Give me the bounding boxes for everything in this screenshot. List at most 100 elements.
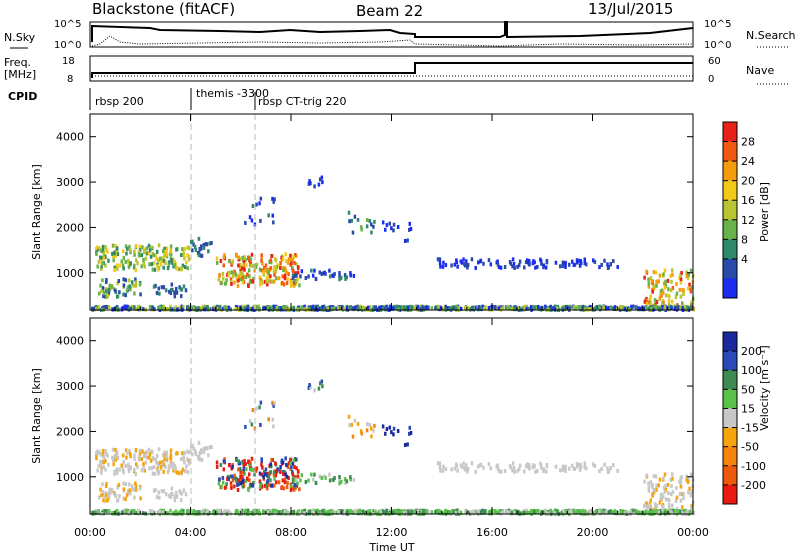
heatmap-cell [268, 510, 272, 515]
heatmap-cell [111, 243, 115, 248]
heatmap-cell [210, 240, 213, 245]
heatmap-cell [283, 470, 287, 475]
heatmap-cell [667, 511, 671, 516]
heatmap-cell [275, 510, 278, 515]
heatmap-cell [193, 244, 197, 249]
heatmap-cell [161, 258, 165, 263]
heatmap-cell [173, 463, 176, 468]
heatmap-cell [338, 271, 341, 276]
nsky-line [91, 21, 694, 42]
freq-line [91, 62, 693, 78]
heatmap-cell [206, 508, 209, 513]
heatmap-cell [644, 509, 648, 514]
heatmap-cell [422, 306, 425, 311]
heatmap-cell [533, 509, 536, 514]
heatmap-cell [128, 247, 132, 252]
heatmap-cell [113, 265, 116, 270]
heatmap-cell [446, 510, 449, 515]
heatmap-cell [464, 259, 468, 264]
heatmap-cell [307, 181, 311, 186]
heatmap-cell [657, 510, 661, 515]
heatmap-cell [667, 293, 670, 298]
heatmap-cell [106, 497, 110, 502]
heatmap-cell [637, 306, 641, 311]
heatmap-cell [425, 509, 428, 514]
heatmap-cell [373, 219, 376, 224]
heatmap-cell [563, 306, 566, 311]
heatmap-cell [313, 268, 316, 273]
heatmap-cell [217, 481, 221, 486]
heatmap-cell [663, 489, 667, 494]
heatmap-cell [263, 265, 266, 270]
heatmap-cell [522, 510, 526, 515]
heatmap-cell [115, 263, 119, 268]
heatmap-cell [397, 307, 401, 312]
heatmap-cell [248, 484, 252, 489]
heatmap-cell [178, 510, 181, 515]
heatmap-cell [126, 304, 130, 309]
heatmap-cell [244, 257, 247, 262]
heatmap-cell [338, 481, 341, 486]
heatmap-cell [320, 175, 324, 180]
heatmap-cell [658, 296, 662, 301]
heatmap-cell [489, 511, 492, 516]
heatmap-cell [667, 299, 671, 304]
heatmap-cell [513, 511, 516, 516]
x-tick-label: 00:00 [677, 526, 709, 539]
heatmap-cell [104, 483, 108, 488]
heatmap-cell [553, 307, 557, 312]
heatmap-cell [258, 405, 261, 410]
heatmap-cell [295, 279, 298, 284]
heatmap-cell [311, 477, 315, 482]
heatmap-cell [647, 306, 651, 311]
heatmap-cell [139, 496, 142, 501]
heatmap-cell [328, 274, 332, 279]
heatmap-cell [263, 483, 267, 488]
heatmap-cell [658, 477, 662, 482]
heatmap-cell [177, 267, 181, 272]
heatmap-cell [484, 305, 487, 310]
heatmap-cell [549, 508, 553, 513]
heatmap-cell [104, 493, 108, 498]
heatmap-cell [97, 259, 101, 264]
heatmap-cell [125, 455, 128, 460]
heatmap-cell [598, 509, 601, 514]
heatmap-cell [127, 307, 131, 312]
heatmap-cell [414, 304, 418, 309]
heatmap-cell [134, 447, 138, 452]
heatmap-cell [365, 428, 369, 433]
heatmap-cell [321, 384, 324, 389]
heatmap-cell [289, 254, 292, 259]
heatmap-cell [643, 503, 647, 508]
heatmap-cell [685, 274, 689, 279]
heatmap-cell [403, 239, 407, 244]
heatmap-cell [662, 476, 665, 481]
heatmap-cell [588, 508, 592, 513]
heatmap-cell [263, 279, 267, 284]
heatmap-cell [313, 472, 316, 477]
heatmap-cell [269, 462, 272, 467]
heatmap-cell [107, 491, 110, 496]
heatmap-cell [153, 307, 156, 312]
heatmap-cell [549, 304, 553, 309]
heatmap-cell [274, 276, 278, 281]
heatmap-cell [675, 282, 678, 287]
heatmap-cell [353, 418, 357, 423]
heatmap-cell [452, 510, 455, 515]
heatmap-cell [282, 265, 285, 270]
heatmap-cell [413, 305, 416, 310]
heatmap-cell [166, 307, 169, 312]
heatmap-cell [314, 276, 318, 281]
heatmap-cell [385, 223, 389, 228]
heatmap-cell [259, 422, 262, 427]
heatmap-cell [270, 279, 274, 284]
y-tick-label: 3000 [56, 176, 84, 189]
heatmap-cell [497, 265, 501, 270]
heatmap-cell [307, 385, 311, 390]
colorbar-swatch [723, 219, 737, 240]
heatmap-cell [662, 281, 666, 286]
heatmap-cell [272, 472, 276, 477]
heatmap-cell [623, 511, 626, 516]
heatmap-cell [215, 460, 219, 465]
heatmap-cell [650, 510, 653, 515]
